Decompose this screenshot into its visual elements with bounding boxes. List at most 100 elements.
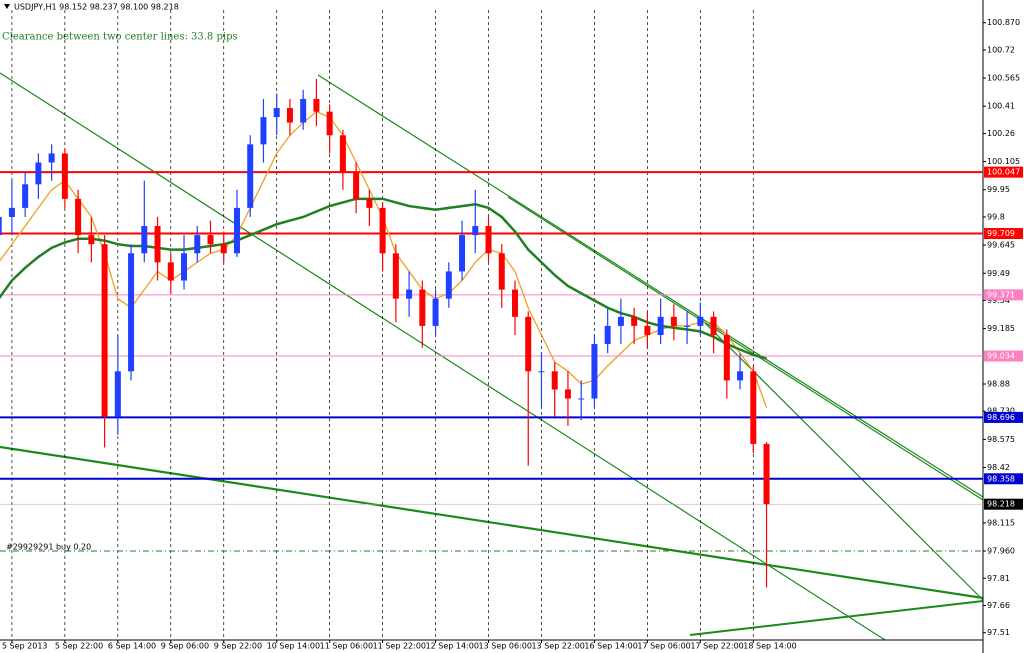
candle-body xyxy=(564,389,571,399)
y-tick-label: 100.72 xyxy=(987,45,1015,54)
y-tick-label: 98.42 xyxy=(987,463,1010,472)
y-tick-label: 98.115 xyxy=(987,518,1015,527)
level-label-box xyxy=(984,473,1023,485)
level-label-box xyxy=(984,350,1023,362)
level-label: 99.034 xyxy=(987,352,1015,361)
level-label: 100.047 xyxy=(987,168,1020,177)
candle-body xyxy=(154,226,161,263)
candle-body xyxy=(379,207,386,254)
candle-body xyxy=(763,443,770,505)
level-label-box xyxy=(984,411,1023,423)
candle-body xyxy=(525,316,532,372)
trendline xyxy=(317,74,984,498)
candle-body xyxy=(22,184,29,208)
y-tick-label: 99.185 xyxy=(987,324,1015,333)
candle-body xyxy=(392,253,399,299)
x-tick-label: 9 Sep 22:00 xyxy=(214,642,262,651)
candle-body xyxy=(286,108,293,123)
y-tick-label: 99.95 xyxy=(987,185,1010,194)
chart-title: USDJPY,H1 98.152 98.237 98.100 98.218 xyxy=(14,3,179,12)
candle-body xyxy=(233,207,240,254)
candle-body xyxy=(737,371,744,381)
candle-body xyxy=(511,289,518,317)
candle-body xyxy=(538,371,545,373)
y-tick-label: 98.575 xyxy=(987,435,1015,444)
y-tick-label: 97.960 xyxy=(987,547,1015,556)
x-tick-label: 17 Sep 22:00 xyxy=(690,642,743,651)
x-tick-label: 5 Sep 2013 xyxy=(2,642,48,651)
x-tick-label: 13 Sep 22:00 xyxy=(531,642,584,651)
x-tick-label: 11 Sep 22:00 xyxy=(373,642,426,651)
candle-body xyxy=(207,235,214,245)
candle-body xyxy=(406,289,413,299)
moving-average xyxy=(0,197,767,360)
candle-body xyxy=(472,226,479,236)
trendline xyxy=(507,196,984,501)
candle-body xyxy=(684,325,691,327)
candle-body xyxy=(644,325,651,335)
x-tick-label: 18 Sep 14:00 xyxy=(743,642,796,651)
y-tick-label: 97.51 xyxy=(987,628,1010,637)
trendline xyxy=(0,445,984,600)
x-tick-label: 13 Sep 06:00 xyxy=(479,642,532,651)
candle-body xyxy=(8,207,15,217)
candle-body xyxy=(167,262,174,281)
candle-body xyxy=(194,235,201,254)
candle-body xyxy=(114,371,121,417)
candle-body xyxy=(578,398,585,400)
candle-body xyxy=(697,316,704,326)
y-tick-label: 100.565 xyxy=(987,74,1020,83)
y-tick-label: 98.730 xyxy=(987,407,1015,416)
y-tick-label: 100.105 xyxy=(987,157,1020,166)
y-tick-label: 97.66 xyxy=(987,601,1010,610)
candle-body xyxy=(273,108,280,118)
candle-body xyxy=(88,235,95,245)
level-label-box xyxy=(984,166,1023,178)
x-tick-label: 16 Sep 14:00 xyxy=(584,642,637,651)
candle-body xyxy=(366,198,373,208)
candle-body xyxy=(353,171,360,199)
x-tick-label: 10 Sep 14:00 xyxy=(267,642,320,651)
y-tick-label: 100.26 xyxy=(987,129,1015,138)
candle-body xyxy=(485,226,492,254)
candle-body xyxy=(657,316,664,335)
candle-body xyxy=(300,98,307,123)
y-tick-label: 100.41 xyxy=(987,102,1015,111)
candle-body xyxy=(710,316,717,335)
candle-body xyxy=(260,117,267,145)
candle-body xyxy=(48,153,55,163)
y-tick-label: 99.49 xyxy=(987,269,1010,278)
candle-body xyxy=(61,153,68,199)
y-tick-label: 99.8 xyxy=(987,212,1005,221)
candle-body xyxy=(101,244,108,417)
level-label: 98.358 xyxy=(987,474,1015,483)
candle-body xyxy=(141,226,148,254)
candle-body xyxy=(551,371,558,390)
x-tick-label: 5 Sep 22:00 xyxy=(55,642,103,651)
x-tick-label: 11 Sep 06:00 xyxy=(320,642,373,651)
menu-arrow[interactable] xyxy=(4,4,10,9)
candle-body xyxy=(723,334,730,381)
candle-body xyxy=(617,316,624,326)
candle-body xyxy=(247,144,254,208)
level-label-box xyxy=(984,227,1023,239)
candle-body xyxy=(445,271,452,299)
candle-body xyxy=(181,253,188,281)
level-label: 99.709 xyxy=(987,229,1015,238)
level-label: 98.218 xyxy=(987,500,1015,509)
candle-body xyxy=(670,316,677,326)
trendline xyxy=(689,600,984,636)
x-tick-label: 17 Sep 06:00 xyxy=(637,642,690,651)
trendline xyxy=(699,317,984,601)
candle-body xyxy=(326,111,333,136)
candle-body xyxy=(604,325,611,345)
level-label-box xyxy=(984,498,1023,510)
y-tick-label: 99.645 xyxy=(987,241,1015,250)
candle-body xyxy=(35,162,42,185)
annotation: Clearance between two center lines: 33.8… xyxy=(2,32,238,43)
y-tick-label: 98.88 xyxy=(987,380,1010,389)
candle-body xyxy=(128,253,135,372)
candle-body xyxy=(631,316,638,326)
